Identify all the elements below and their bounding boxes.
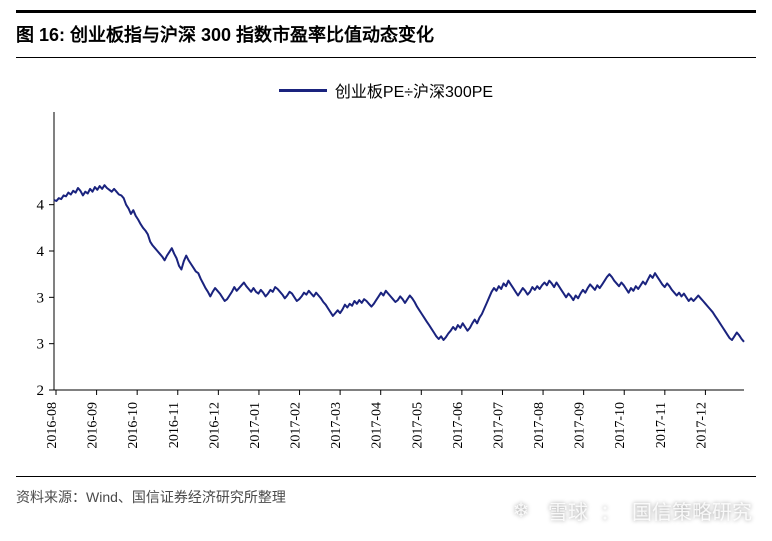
svg-text:2017-08: 2017-08 [532,402,547,449]
svg-text:2017-11: 2017-11 [654,402,669,448]
legend: 创业板PE÷沪深300PE [16,58,756,106]
svg-text:3: 3 [37,337,45,353]
line-chart: 2 3 3 4 4 2016-08 2016-09 2016-10 2016-11 2016-12… [16,106,756,476]
legend-label: 创业板PE÷沪深300PE [335,78,493,102]
svg-text:2016-10: 2016-10 [126,402,141,449]
svg-text:3: 3 [37,290,45,306]
svg-text:2016-11: 2016-11 [167,402,182,448]
svg-text:2017-03: 2017-03 [329,402,344,449]
svg-text:2: 2 [37,383,45,399]
svg-text:2017-01: 2017-01 [248,402,263,449]
svg-text:2017-02: 2017-02 [289,402,304,449]
svg-text:2017-04: 2017-04 [370,402,385,449]
svg-text:2017-10: 2017-10 [613,402,628,449]
svg-text:2017-07: 2017-07 [491,402,506,449]
svg-text:2016-12: 2016-12 [207,402,222,449]
svg-text:2016-08: 2016-08 [45,402,60,449]
svg-text:2017-12: 2017-12 [694,402,709,449]
svg-text:2017-05: 2017-05 [410,402,425,449]
svg-text:2016-09: 2016-09 [86,402,101,449]
legend-swatch [279,89,327,92]
svg-text:2017-06: 2017-06 [451,402,466,449]
figure-container: 图 16: 创业板指与沪深 300 指数市盈率比值动态变化 创业板PE÷沪深30… [0,0,772,541]
figure-title-row: 图 16: 创业板指与沪深 300 指数市盈率比值动态变化 [16,10,756,58]
figure-title: 图 16: 创业板指与沪深 300 指数市盈率比值动态变化 [16,21,434,47]
svg-text:2017-09: 2017-09 [573,402,588,449]
source-text: 资料来源：Wind、国信证券经济研究所整理 [16,476,756,515]
chart-area: 2 3 3 4 4 2016-08 2016-09 2016-10 2016-11 2016-12… [16,106,756,476]
svg-text:4: 4 [37,198,45,214]
svg-text:4: 4 [37,244,45,260]
